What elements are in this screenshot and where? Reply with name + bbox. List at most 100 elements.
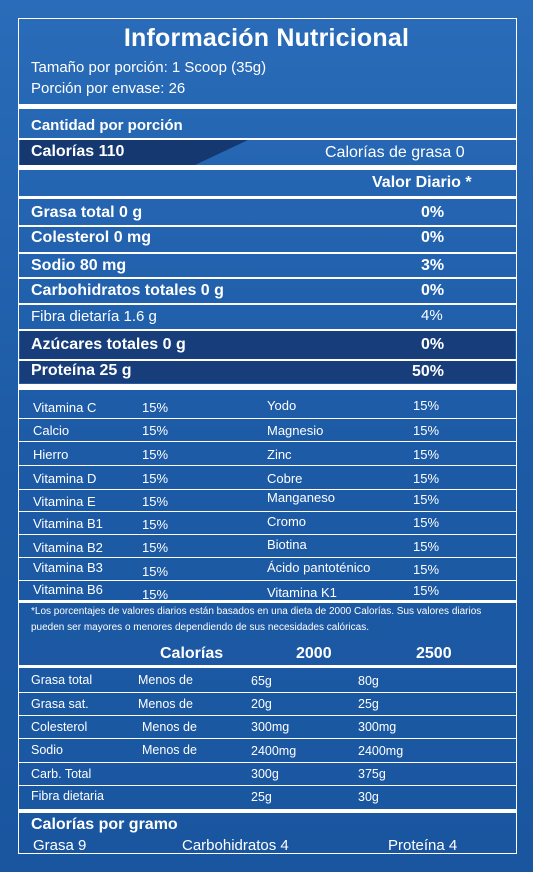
vitamin-name: Yodo [267, 398, 297, 413]
vitamin-dv: 15% [142, 400, 169, 415]
divider [18, 692, 517, 693]
nutrient-dv: 0% [421, 204, 445, 221]
vitamin-dv: 15% [413, 398, 440, 413]
vitamin-name: Calcio [33, 423, 70, 438]
ref-row-2500: 2400mg [358, 744, 404, 758]
ref-row-2500: 25g [358, 697, 379, 711]
divider [18, 715, 517, 716]
nutrient-dv: 50% [412, 363, 445, 380]
vitamin-dv: 15% [142, 517, 169, 532]
ref-row-qualifier: Menos de [142, 720, 197, 734]
divider [18, 465, 517, 466]
divider [18, 225, 517, 227]
vitamin-name: Vitamina B3 [33, 560, 103, 575]
vitamin-dv: 15% [413, 423, 440, 438]
vitamin-dv: 15% [142, 540, 169, 555]
divider [18, 329, 517, 331]
divider [18, 665, 517, 668]
vitamin-dv: 15% [413, 583, 440, 598]
vitamin-dv: 15% [142, 471, 169, 486]
vitamin-name: Vitamina K1 [267, 585, 337, 600]
vitamin-name: Hierro [33, 447, 69, 462]
ref-row-name: Sodio [31, 743, 63, 757]
ref-row-name: Carb. Total [31, 767, 92, 781]
vitamin-name: Ácido pantoténico [267, 560, 371, 575]
vitamin-name: Vitamina B6 [33, 582, 103, 597]
nutrient-dv: 0% [421, 282, 445, 299]
thick-divider [18, 809, 517, 813]
divider [18, 600, 517, 603]
footnote: *Los porcentajes de valores diarios está… [31, 606, 482, 617]
panel-title: Información Nutricional [123, 24, 410, 52]
divider [18, 762, 517, 763]
vitamin-name: Zinc [267, 447, 292, 462]
ref-row-2000: 300mg [251, 720, 290, 734]
divider [18, 196, 517, 199]
vitamin-dv: 15% [142, 447, 169, 462]
vitamin-name: Vitamina C [33, 400, 97, 415]
divider [18, 303, 517, 305]
vitamin-dv: 15% [142, 494, 169, 509]
divider [18, 557, 517, 558]
vitamin-name: Vitamina D [33, 471, 97, 486]
thick-divider [18, 104, 517, 109]
nutrient-name: Carbohidratos totales 0 g [31, 282, 224, 299]
vitamin-dv: 15% [413, 539, 440, 554]
calories-band [20, 139, 195, 165]
ref-row-2500: 80g [358, 674, 379, 688]
vitamin-dv: 15% [142, 423, 169, 438]
nutrient-name: Azúcares totales 0 g [31, 336, 186, 353]
vitamin-name: Vitamina E [33, 494, 96, 509]
ref-row-name: Grasa total [31, 673, 93, 687]
divider [18, 252, 517, 254]
vitamin-name: Cromo [267, 514, 307, 529]
nutrient-dv: 3% [421, 257, 445, 274]
divider [18, 489, 517, 490]
ref-row-2500: 30g [358, 790, 379, 804]
sugars-band [20, 331, 515, 359]
calories-from-fat: Calorías de grasa 0 [325, 144, 465, 161]
divider [18, 138, 517, 140]
vitamin-name: Cobre [267, 471, 303, 486]
panel-border [18, 18, 517, 854]
vitamin-dv: 15% [413, 562, 440, 577]
footnote: pueden ser mayores o menores dependiendo… [31, 622, 369, 633]
ref-header-2000: 2000 [296, 645, 332, 662]
vitamin-dv: 15% [413, 471, 440, 486]
nutrient-name: Proteína 25 g [31, 362, 132, 379]
vitamin-dv: 15% [142, 587, 169, 602]
divider [18, 534, 517, 535]
thick-divider [18, 384, 517, 390]
ref-row-2500: 300mg [358, 720, 397, 734]
ref-row-qualifier: Menos de [138, 697, 193, 711]
servings-per-container: Porción por envase: 26 [31, 80, 186, 97]
ref-row-2500: 375g [358, 767, 386, 781]
per-gram-protein: Proteína 4 [388, 837, 458, 854]
ref-row-qualifier: Menos de [138, 673, 193, 687]
ref-row-name: Fibra dietaria [31, 789, 104, 803]
nutrient-dv: 4% [421, 307, 443, 324]
serving-size: Tamaño por porción: 1 Scoop (35g) [31, 59, 267, 76]
divider [18, 580, 517, 581]
divider [18, 785, 517, 786]
amount-per-serving: Cantidad por porción [31, 117, 183, 134]
vitamin-name: Vitamina B1 [33, 516, 103, 531]
nutrient-name: Sodio 80 mg [31, 257, 127, 274]
ref-row-2000: 2400mg [251, 744, 297, 758]
ref-row-2000: 65g [251, 674, 272, 688]
divider [18, 277, 517, 279]
divider [18, 738, 517, 739]
vitamin-dv: 15% [142, 564, 169, 579]
per-gram-carbs: Carbohidratos 4 [182, 837, 289, 854]
ref-row-2000: 20g [251, 697, 272, 711]
divider [18, 359, 517, 361]
nutrient-name: Colesterol 0 mg [31, 229, 152, 246]
vitamin-name: Vitamina B2 [33, 540, 103, 555]
nutrient-dv: 0% [421, 229, 445, 246]
vitamin-dv: 15% [413, 447, 440, 462]
divider [18, 441, 517, 442]
ref-row-name: Grasa sat. [31, 697, 89, 711]
nutrient-name: Grasa total 0 g [31, 204, 143, 221]
calories-label: Calorías 110 [31, 143, 125, 160]
